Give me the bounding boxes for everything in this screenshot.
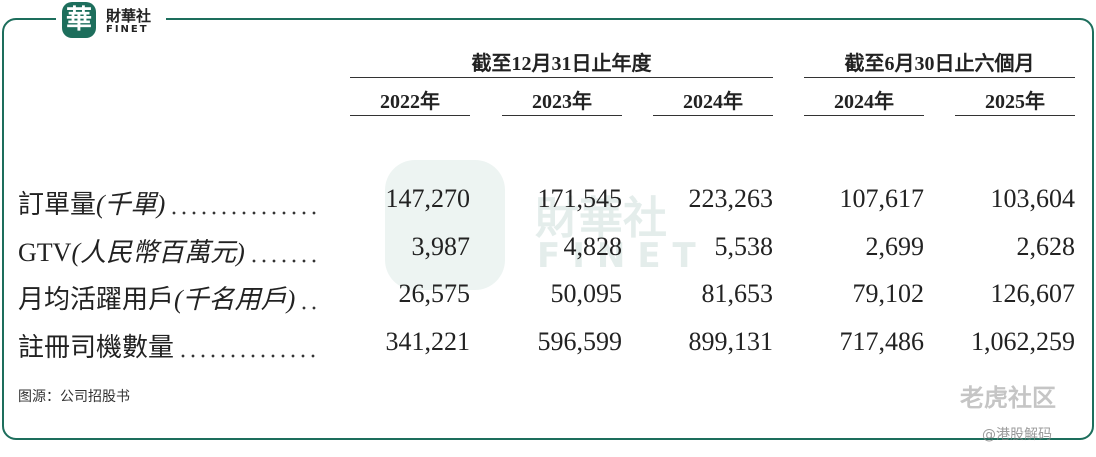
leader: [248, 259, 316, 263]
group-header: 截至12月31日止年度: [350, 47, 773, 78]
cell-value: 107,617: [839, 184, 925, 213]
cell-value: 126,607: [990, 279, 1076, 308]
watermark-logo: [385, 160, 505, 290]
cell-value: 171,545: [537, 184, 623, 213]
leader: [169, 211, 316, 215]
logo-name: 財華社: [106, 7, 152, 25]
watermark-text: FINET: [537, 236, 708, 276]
cell-value: 899,131: [688, 327, 774, 356]
row-unit: (千名用戶): [174, 285, 296, 314]
source: 图源：公司招股书: [18, 389, 130, 405]
watermark-account: @港股解码: [982, 427, 1052, 443]
cell-value: 2,699: [865, 232, 925, 261]
column-header: 2025年: [955, 85, 1075, 116]
row-label: 註冊司機數量: [18, 327, 320, 364]
row-label: GTV (人民幣百萬元): [18, 232, 320, 269]
table-row: 註冊司機數量 341,221 596,599 899,131 717,486 1,062,…: [18, 327, 1075, 364]
column-header: 2024年: [653, 85, 773, 116]
column-header: 2024年: [804, 85, 924, 116]
watermark-text: 財華社: [535, 193, 667, 244]
watermark-community: 老虎社区: [960, 384, 1056, 412]
cell-value: 596,599: [537, 327, 623, 356]
cell-value: 5,538: [714, 232, 774, 261]
leader: [299, 306, 316, 310]
column-header: 2022年: [350, 85, 470, 116]
cell-value: 26,575: [398, 279, 471, 308]
row-unit: (千單): [96, 190, 166, 219]
cell-value: 147,270: [385, 184, 471, 213]
table-row: 月均活躍用戶 (千名用戶) 26,575 50,095 81,653 79,102 126,…: [18, 279, 1076, 316]
group-header: 截至6月30日止六個月: [804, 47, 1075, 78]
logo-name-en: FINET: [106, 24, 149, 35]
cell-value: 4,828: [563, 232, 623, 261]
row-label: 訂單量 (千單): [18, 184, 320, 221]
logo: 華 財華社 FINET: [56, 0, 166, 40]
table-row: GTV (人民幣百萬元) 3,987 4,828 5,538 2,699 2,628: [18, 232, 1076, 269]
row-label: 月均活躍用戶 (千名用戶): [18, 279, 320, 316]
cell-value: 2,628: [1016, 232, 1076, 261]
cell-value: 223,263: [688, 184, 774, 213]
cell-value: 103,604: [990, 184, 1076, 213]
row-label-text: 月均活躍用戶: [18, 285, 175, 314]
cell-value: 81,653: [701, 279, 774, 308]
leader: [178, 354, 316, 358]
cell-value: 341,221: [385, 327, 471, 356]
logo-mark: 華: [62, 2, 96, 38]
column-header: 2023年: [502, 85, 622, 116]
cell-value: 79,102: [852, 279, 925, 308]
row-label-text: 訂單量: [18, 190, 97, 219]
frame: [2, 18, 1094, 440]
cell-value: 50,095: [550, 279, 623, 308]
row-label-text: 註冊司機數量: [18, 333, 175, 362]
table-row: 訂單量 (千單) 147,270 171,545 223,263 107,617 103,6…: [18, 184, 1076, 221]
cell-value: 1,062,259: [971, 327, 1075, 356]
row-label-text: GTV: [18, 238, 72, 267]
cell-value: 717,486: [839, 327, 925, 356]
row-unit: (人民幣百萬元): [71, 238, 245, 267]
cell-value: 3,987: [411, 232, 471, 261]
